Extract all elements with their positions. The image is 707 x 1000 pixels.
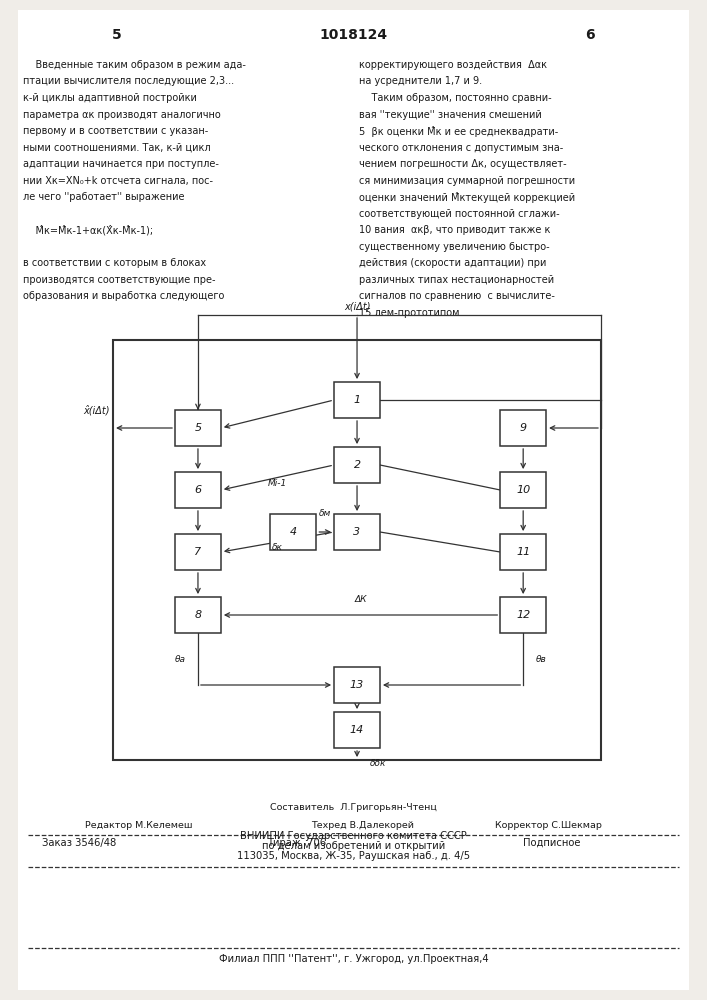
Text: нии Хк=ХN₀+k отсчета сигнала, пос-: нии Хк=ХN₀+k отсчета сигнала, пос- [23, 176, 213, 186]
Text: 1018124: 1018124 [320, 28, 387, 42]
Bar [334, 667, 380, 703]
Text: соответствующей постоянной сглажи-: соответствующей постоянной сглажи- [359, 209, 560, 219]
Text: различных типах нестационарностей: различных типах нестационарностей [359, 275, 554, 285]
Text: в соответствии с которым в блоках: в соответствии с которым в блоках [23, 258, 206, 268]
Text: x(iΔt): x(iΔt) [344, 302, 370, 312]
Text: x̂(iΔt): x̂(iΔt) [83, 405, 110, 415]
Text: 1: 1 [354, 395, 361, 405]
Text: Филиал ППП ''Патент'', г. Ужгород, ул.Проектная,4: Филиал ППП ''Патент'', г. Ужгород, ул.Пр… [218, 954, 489, 964]
Text: 9: 9 [520, 423, 527, 433]
Text: 8: 8 [194, 610, 201, 620]
Text: птации вычислителя последующие 2,3...: птации вычислителя последующие 2,3... [23, 77, 234, 87]
Text: сигналов по сравнению  с вычислите-: сигналов по сравнению с вычислите- [359, 291, 555, 301]
Text: адаптации начинается при поступле-: адаптации начинается при поступле- [23, 159, 218, 169]
Bar [334, 447, 380, 483]
Bar [501, 472, 546, 508]
Text: ческого отклонения с допустимым зна-: ческого отклонения с допустимым зна- [359, 143, 563, 153]
Text: 5  βк оценки М̂к и ее среднеквадрати-: 5 βк оценки М̂к и ее среднеквадрати- [359, 126, 559, 137]
Text: 3: 3 [354, 527, 361, 537]
Bar [175, 597, 221, 633]
Text: существенному увеличению быстро-: существенному увеличению быстро- [359, 241, 550, 251]
Bar [175, 410, 221, 446]
Text: 113035, Москва, Ж-35, Раушская наб., д. 4/5: 113035, Москва, Ж-35, Раушская наб., д. … [237, 851, 470, 861]
Text: М̂i-1: М̂i-1 [268, 479, 287, 488]
Text: образования и выработка следующего: образования и выработка следующего [23, 291, 224, 301]
Text: 14: 14 [350, 725, 364, 735]
Text: ся минимизация суммарной погрешности: ся минимизация суммарной погрешности [359, 176, 575, 186]
Text: ВНИИПИ Государственного комитета СССР: ВНИИПИ Государственного комитета СССР [240, 831, 467, 841]
Text: 10: 10 [516, 485, 530, 495]
Text: Подписное: Подписное [522, 838, 580, 848]
Text: Таким образом, постоянно сравни-: Таким образом, постоянно сравни- [359, 93, 551, 103]
Text: на усреднители 1,7 и 9.: на усреднители 1,7 и 9. [359, 77, 482, 87]
Text: θв: θв [535, 655, 547, 664]
Text: Корректор С.Шекмар: Корректор С.Шекмар [495, 821, 602, 830]
Bar [175, 534, 221, 570]
Text: δδк: δδк [370, 758, 387, 768]
Bar [501, 410, 546, 446]
Text: 12: 12 [516, 610, 530, 620]
Bar [113, 340, 601, 760]
Bar [334, 712, 380, 748]
Bar [334, 382, 380, 418]
Bar [334, 514, 380, 550]
Text: 13: 13 [350, 680, 364, 690]
Bar [501, 597, 546, 633]
Text: 6: 6 [585, 28, 595, 42]
Text: θа: θа [175, 655, 186, 664]
Text: Тираж  706: Тираж 706 [267, 838, 327, 848]
Text: Техред В.Далекорей: Техред В.Далекорей [311, 821, 414, 830]
Text: ΔК: ΔК [354, 595, 367, 604]
Text: Составитель  Л.Григорьян-Чтенц: Составитель Л.Григорьян-Чтенц [270, 803, 437, 812]
Text: 15 лем-прототипом.: 15 лем-прототипом. [359, 308, 462, 318]
Text: 11: 11 [516, 547, 530, 557]
Text: по делам изобретений и открытий: по делам изобретений и открытий [262, 841, 445, 851]
Text: первому и в соответствии с указан-: первому и в соответствии с указан- [23, 126, 208, 136]
Text: 6: 6 [194, 485, 201, 495]
Text: корректирующего воздействия  Δαк: корректирующего воздействия Δαк [359, 60, 547, 70]
Text: δк: δк [272, 544, 283, 552]
Text: Введенные таким образом в режим ада-: Введенные таким образом в режим ада- [23, 60, 245, 70]
Text: 5: 5 [194, 423, 201, 433]
Text: 10 вания  αкβ, что приводит также к: 10 вания αкβ, что приводит также к [359, 225, 551, 235]
Text: ными соотношениями. Так, к-й цикл: ными соотношениями. Так, к-й цикл [23, 143, 210, 153]
Text: 7: 7 [194, 547, 201, 557]
Bar [270, 514, 316, 550]
Text: действия (скорости адаптации) при: действия (скорости адаптации) при [359, 258, 547, 268]
Bar [501, 534, 546, 570]
Text: чением погрешности Δк, осуществляет-: чением погрешности Δк, осуществляет- [359, 159, 567, 169]
Text: оценки значений М̂ктекущей коррекцией: оценки значений М̂ктекущей коррекцией [359, 192, 575, 203]
Bar [175, 472, 221, 508]
Text: Заказ 3546/48: Заказ 3546/48 [42, 838, 117, 848]
Text: 5: 5 [112, 28, 122, 42]
Text: производятся соответствующие пре-: производятся соответствующие пре- [23, 275, 215, 285]
Text: вая ''текущие'' значения смешений: вая ''текущие'' значения смешений [359, 109, 542, 119]
Text: М̂к=М̂к-1+αк(Х̂к-М̂к-1);: М̂к=М̂к-1+αк(Х̂к-М̂к-1); [23, 225, 153, 236]
Text: 4: 4 [290, 527, 297, 537]
Text: параметра αк производят аналогично: параметра αк производят аналогично [23, 109, 221, 119]
Text: ле чего ''работает'' выражение: ле чего ''работает'' выражение [23, 192, 184, 202]
Text: δм: δм [319, 509, 332, 518]
Text: 2: 2 [354, 460, 361, 470]
Text: Редактор М.Келемеш: Редактор М.Келемеш [85, 821, 192, 830]
Text: к-й циклы адаптивной постройки: к-й циклы адаптивной постройки [23, 93, 197, 103]
